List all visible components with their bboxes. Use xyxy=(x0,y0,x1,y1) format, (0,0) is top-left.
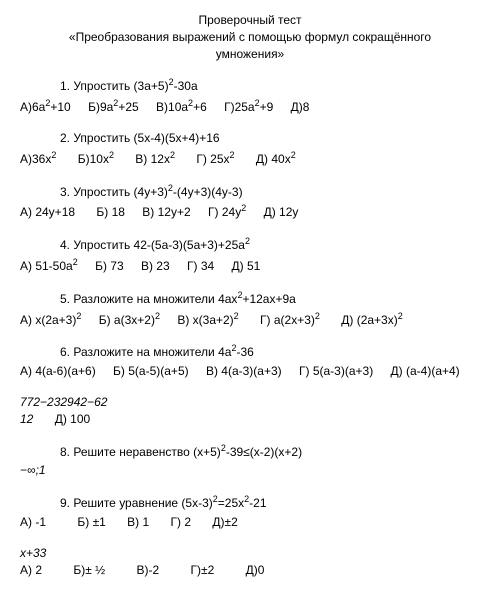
fragment-7: 772−232942−62 12 Д) 100 xyxy=(20,394,480,428)
q6-ans-b: Б) 5(a-5)(a+5) xyxy=(113,363,189,380)
question-3: 3. Упростить (4y+3)2-(4y+3)(4y-3) А) 24y… xyxy=(20,182,480,222)
q3-ans-c: В) 12y+2 xyxy=(142,204,190,221)
question-4-answers: А) 51-50a2 Б) 73 В) 23 Г) 34 Д) 51 xyxy=(20,256,480,275)
q5-ans-d: Г) a(2x+3)2 xyxy=(260,310,320,329)
question-5: 5. Разложите на множители 4ax2+12ax+9a А… xyxy=(20,289,480,329)
q3-ans-d: Г) 24y2 xyxy=(208,202,246,221)
q2-ans-e: Д) 40x2 xyxy=(256,149,296,168)
q5-ans-e: Д) (2a+3x)2 xyxy=(341,310,403,329)
q2-ans-c: В) 12x2 xyxy=(135,149,175,168)
title-line-2: «Преобразования выражений с помощью форм… xyxy=(20,29,480,46)
question-8-text: 8. Решите неравенство (x+5)2-39≤(x-2)(x+… xyxy=(60,442,480,461)
frag10-answers: А) 2 Б)± ½ В)-2 Г)±2 Д)0 xyxy=(20,562,480,579)
q1-ans-b: Б)9a2+25 xyxy=(88,97,139,116)
question-5-answers: А) x(2a+3)2 Б) a(3x+2)2 В) x(3a+2)2 Г) a… xyxy=(20,310,480,329)
question-9-text: 9. Решите уравнение (5x-3)2=25x2-21 xyxy=(60,493,480,512)
q4-ans-b: Б) 73 xyxy=(95,258,124,275)
question-8: 8. Решите неравенство (x+5)2-39≤(x-2)(x+… xyxy=(20,442,480,480)
frag10-line1: x+33 xyxy=(20,545,480,562)
q5-ans-c: В) x(3a+2)2 xyxy=(177,310,238,329)
question-5-text: 5. Разложите на множители 4ax2+12ax+9a xyxy=(60,289,480,308)
q4-ans-e: Д) 51 xyxy=(232,258,261,275)
q1-ans-a: А)6a2+10 xyxy=(20,97,71,116)
f10-ans-b: Б)± ½ xyxy=(73,562,105,579)
q9-ans-d: Г) 2 xyxy=(171,514,192,531)
q3-ans-e: Д) 12y xyxy=(264,204,299,221)
q9-ans-e: Д)±2 xyxy=(212,514,237,531)
f10-ans-d: Г)±2 xyxy=(191,562,215,579)
question-2-answers: А)36x2 Б)10x2 В) 12x2 Г) 25x2 Д) 40x2 xyxy=(20,149,480,168)
f10-ans-e: Д)0 xyxy=(246,562,265,579)
question-1: 1. Упростить (3a+5)2-30a А)6a2+10 Б)9a2+… xyxy=(20,76,480,116)
q1-ans-c: В)10a2+6 xyxy=(156,97,207,116)
q9-ans-b: Б) ±1 xyxy=(77,514,105,531)
question-4-text: 4. Упростить 42-(5a-3)(5a+3)+25a2 xyxy=(60,235,480,254)
title-line-1: Проверочный тест xyxy=(20,12,480,29)
q9-ans-a: А) -1 xyxy=(20,514,46,531)
question-3-text: 3. Упростить (4y+3)2-(4y+3)(4y-3) xyxy=(60,182,480,201)
question-3-answers: А) 24y+18 Б) 18 В) 12y+2 Г) 24y2 Д) 12y xyxy=(20,202,480,221)
q4-ans-d: Г) 34 xyxy=(187,258,214,275)
title-line-3: умножения» xyxy=(20,46,480,63)
q1-ans-e: Д)8 xyxy=(291,99,310,116)
q2-ans-d: Г) 25x2 xyxy=(196,149,234,168)
q3-ans-b: Б) 18 xyxy=(96,204,125,221)
q1-ans-d: Г)25a2+9 xyxy=(224,97,273,116)
q5-ans-a: А) x(2a+3)2 xyxy=(20,310,81,329)
q4-ans-a: А) 51-50a2 xyxy=(20,256,78,275)
q6-ans-a: А) 4(a-6)(a+6) xyxy=(20,363,96,380)
question-9-answers: А) -1 Б) ±1 В) 1 Г) 2 Д)±2 xyxy=(20,514,480,531)
q9-ans-c: В) 1 xyxy=(127,514,149,531)
q6-ans-e: Д) (a-4)(a+4) xyxy=(391,363,460,380)
f10-ans-a: А) 2 xyxy=(20,562,42,579)
question-6-text: 6. Разложите на множители 4a2-36 xyxy=(60,342,480,361)
q2-ans-a: А)36x2 xyxy=(20,149,56,168)
question-1-answers: А)6a2+10 Б)9a2+25 В)10a2+6 Г)25a2+9 Д)8 xyxy=(20,97,480,116)
test-title: Проверочный тест «Преобразования выражен… xyxy=(20,12,480,62)
question-9: 9. Решите уравнение (5x-3)2=25x2-21 А) -… xyxy=(20,493,480,531)
frag7-line2a: 12 xyxy=(20,411,33,428)
question-6-answers: А) 4(a-6)(a+6) Б) 5(a-5)(a+5) В) 4(a-3)(… xyxy=(20,363,480,380)
q2-ans-b: Б)10x2 xyxy=(78,149,114,168)
frag7-line2: 12 Д) 100 xyxy=(20,411,480,428)
q6-ans-c: В) 4(a-3)(a+3) xyxy=(206,363,282,380)
question-1-text: 1. Упростить (3a+5)2-30a xyxy=(60,76,480,95)
q3-ans-a: А) 24y+18 xyxy=(20,204,75,221)
q4-ans-c: В) 23 xyxy=(141,258,170,275)
frag7-line2b: Д) 100 xyxy=(55,412,90,426)
q6-ans-d: Г) 5(a-3)(a+3) xyxy=(299,363,373,380)
question-6: 6. Разложите на множители 4a2-36 А) 4(a-… xyxy=(20,342,480,380)
q5-ans-b: Б) a(3x+2)2 xyxy=(99,310,160,329)
question-4: 4. Упростить 42-(5a-3)(5a+3)+25a2 А) 51-… xyxy=(20,235,480,275)
frag7-line1: 772−232942−62 xyxy=(20,394,480,411)
q8-frag: −∞;1 xyxy=(20,462,480,479)
fragment-10: x+33 А) 2 Б)± ½ В)-2 Г)±2 Д)0 xyxy=(20,545,480,579)
f10-ans-c: В)-2 xyxy=(137,562,160,579)
question-2: 2. Упростить (5x-4)(5x+4)+16 А)36x2 Б)10… xyxy=(20,130,480,168)
question-2-text: 2. Упростить (5x-4)(5x+4)+16 xyxy=(60,130,480,147)
